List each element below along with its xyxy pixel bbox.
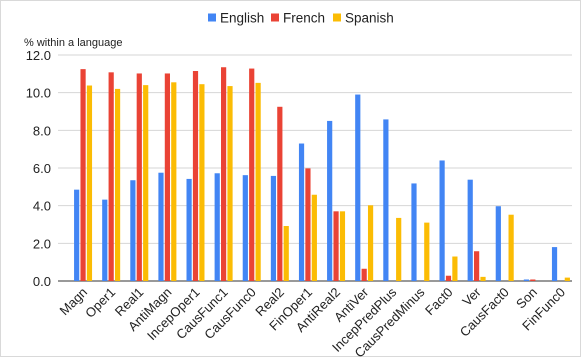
bar-french-causfunc0: [249, 68, 255, 281]
y-tick-label: 8.0: [33, 123, 51, 138]
x-category-label: Oper1: [82, 285, 118, 321]
bar-english-inceppredplus: [383, 119, 389, 281]
bar-spanish-antireal2: [339, 211, 346, 281]
bar-spanish-ver: [480, 276, 486, 281]
bar-spanish-antiver: [367, 205, 374, 281]
bar-spanish-antimagn: [171, 82, 177, 281]
bar-french-fact0: [445, 275, 452, 281]
bar-spanish-finfunc0: [564, 277, 570, 281]
y-axis-label: % within a language: [24, 37, 122, 49]
bar-spanish-causfunc0: [255, 82, 261, 282]
bar-english-oper1: [102, 199, 108, 281]
legend: English French Spanish: [208, 11, 394, 26]
bar-french-antimagn: [164, 73, 170, 282]
bar-french-magn: [80, 69, 86, 282]
legend-swatch-french: [271, 13, 279, 22]
bar-french-antiver: [361, 268, 367, 281]
bar-english-antimagn: [158, 172, 164, 281]
x-category-label: Fact0: [422, 285, 456, 319]
bar-french-finoper1: [305, 168, 311, 281]
bar-spanish-oper1: [114, 88, 121, 282]
bar-english-finoper1: [298, 143, 305, 281]
y-tick-label: 12.0: [26, 48, 51, 63]
bar-french-ver: [474, 251, 480, 281]
y-tick-label: 0.0: [33, 274, 51, 289]
y-tick-label: 6.0: [33, 161, 51, 176]
bar-spanish-causfunc1: [227, 86, 233, 281]
bar-french-incepoper1: [192, 71, 199, 281]
bars: [74, 67, 570, 282]
bar-spanish-incepoper1: [199, 84, 205, 281]
bar-french-real1: [136, 73, 142, 282]
bar-spanish-magn: [86, 85, 93, 281]
legend-label-spanish: Spanish: [345, 11, 394, 26]
bar-english-antireal2: [327, 120, 333, 281]
x-axis-labels: MagnOper1Real1AntiMagnIncepOper1CausFunc…: [57, 284, 568, 358]
bar-french-real2: [277, 106, 283, 281]
bar-spanish-inceppredplus: [396, 217, 402, 281]
bar-english-ver: [467, 179, 473, 281]
bar-english-magn: [74, 189, 80, 281]
legend-swatch-spanish: [333, 13, 341, 22]
bar-spanish-causpredminus: [424, 222, 430, 281]
bar-french-oper1: [108, 72, 114, 281]
bar-spanish-real2: [283, 226, 289, 281]
bar-english-antiver: [355, 94, 361, 281]
y-tick-label: 10.0: [26, 86, 51, 101]
bar-english-finfunc0: [551, 247, 558, 281]
bar-french-antireal2: [333, 211, 339, 281]
bar-english-real1: [130, 180, 136, 281]
bar-english-causfunc1: [214, 173, 220, 281]
bar-english-causfact0: [495, 206, 501, 281]
bar-spanish-fact0: [452, 256, 458, 281]
y-tick-label: 4.0: [33, 199, 51, 214]
y-axis-ticks: 0.0 2.0 4.0 6.0 8.0 10.0 12.0: [26, 48, 51, 289]
legend-label-french: French: [283, 11, 325, 26]
bar-spanish-causfact0: [508, 214, 514, 281]
bar-english-incepoper1: [186, 178, 192, 281]
bar-french-causfunc1: [221, 67, 227, 282]
bar-french-son: [530, 279, 536, 281]
bar-english-real2: [270, 175, 277, 281]
legend-label-english: English: [220, 11, 264, 26]
y-tick-label: 2.0: [33, 236, 51, 251]
legend-swatch-english: [208, 13, 216, 22]
bar-english-causpredminus: [411, 183, 417, 281]
bar-spanish-real1: [143, 85, 149, 281]
bar-spanish-finoper1: [311, 194, 317, 281]
bar-english-son: [523, 279, 530, 281]
bar-english-causfunc0: [242, 175, 248, 281]
bar-english-fact0: [439, 160, 445, 281]
